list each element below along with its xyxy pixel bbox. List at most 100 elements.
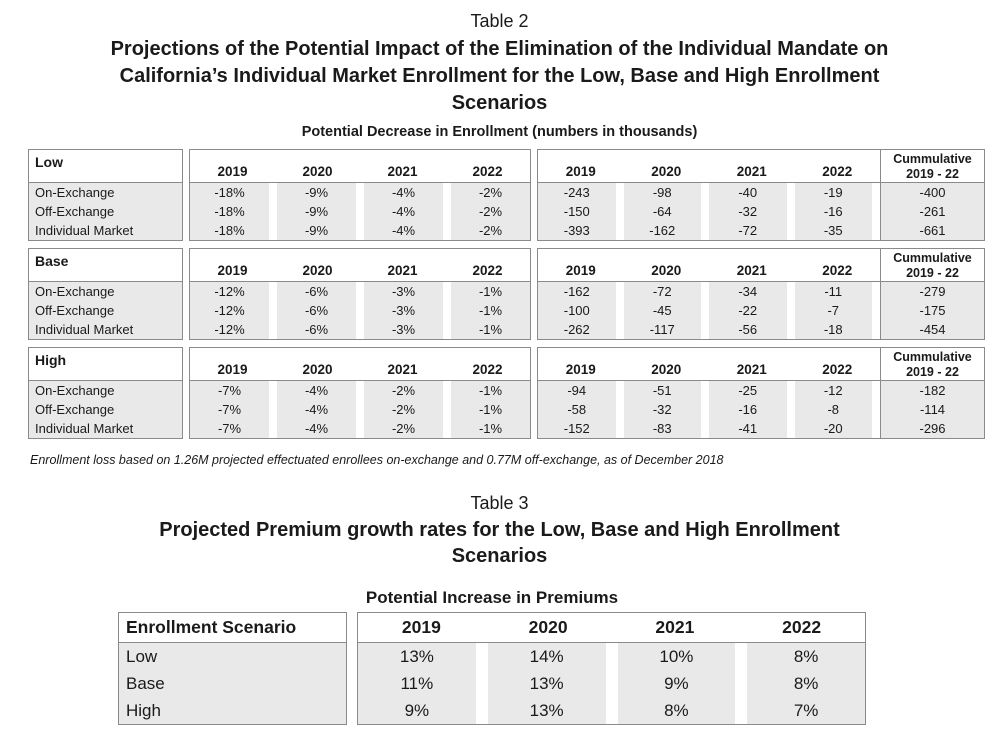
number-cell: -11 (794, 282, 872, 301)
t3-year-headers: 2019 2020 2021 2022 (358, 613, 865, 643)
value-cell: 13% (358, 643, 476, 670)
year-header: 2022 (782, 617, 822, 637)
percent-cell: -18% (190, 221, 269, 240)
scenario-group: High On-Exchange Off-Exchange Individual Ma… (28, 347, 985, 439)
scenario-group: Base On-Exchange Off-Exchange Individual Ma… (28, 248, 985, 340)
scenario-label-box: High On-Exchange Off-Exchange Individual Ma… (28, 347, 183, 439)
table-row: -12% -6% -3% -1% (190, 320, 530, 339)
table-row: -7% -4% -2% -1% (190, 419, 530, 438)
number-cell: -262 (538, 320, 616, 339)
percent-box: 2019 2020 2021 2022 -7% -4% -2% -1% -7% -4% -2% -1%… (189, 347, 531, 439)
number-cell: -152 (538, 419, 616, 438)
percent-cell: -2% (451, 183, 530, 202)
year-header: 2020 (528, 617, 568, 637)
percent-cell: -6% (277, 320, 356, 339)
cumulative-column: Cummulative 2019 - 22 -400 -261 -661 (880, 150, 984, 240)
table-row: -94 -51 -25 -12 (538, 381, 880, 400)
cumulative-cell: -175 (881, 301, 984, 320)
table-row: -262 -117 -56 -18 (538, 320, 880, 339)
table-row: -18% -9% -4% -2% (190, 202, 530, 221)
year-header: 2021 (387, 263, 418, 278)
cumulative-header: Cummulative 2019 - 22 (881, 348, 984, 381)
percent-cell: -3% (364, 320, 443, 339)
table-row: 11% 13% 9% 8% (358, 670, 865, 697)
value-cell: 9% (358, 697, 476, 724)
cumulative-cells: -279 -175 -454 (881, 282, 984, 339)
percent-cell: -18% (190, 202, 269, 221)
number-cell: -56 (709, 320, 787, 339)
row-label: On-Exchange (29, 282, 182, 301)
number-cell: -243 (538, 183, 616, 202)
percent-box: 2019 2020 2021 2022 -18% -9% -4% -2% -18% -9% -4% -… (189, 149, 531, 241)
year-header-row: 2019 2020 2021 2022 (538, 249, 880, 282)
scenario-row-labels: On-Exchange Off-Exchange Individual Market (29, 183, 182, 240)
scenario-label-box: Base On-Exchange Off-Exchange Individual Ma… (28, 248, 183, 340)
t3-row-labels: Low Base High (119, 643, 346, 724)
value-cell: 14% (487, 643, 606, 670)
year-header-row: 2019 2020 2021 2022 (190, 150, 530, 183)
row-label: Individual Market (29, 320, 182, 339)
table3-subtitle: Potential Increase in Premiums (365, 588, 619, 607)
percent-rows: -12% -6% -3% -1% -12% -6% -3% -1% -12% -6% -3% -1% (190, 282, 530, 339)
number-cell: -58 (538, 400, 616, 419)
cumulative-header: Cummulative 2019 - 22 (881, 150, 984, 183)
value-cell: 8% (747, 643, 865, 670)
row-label: On-Exchange (29, 183, 182, 202)
year-header: 2020 (651, 263, 682, 278)
number-cell: -25 (709, 381, 787, 400)
percent-cell: -2% (451, 221, 530, 240)
year-header: 2019 (565, 164, 596, 179)
table-row: -152 -83 -41 -20 (538, 419, 880, 438)
percent-cell: -2% (364, 381, 443, 400)
cumulative-cell: -296 (881, 419, 984, 438)
percent-cell: -4% (277, 400, 356, 419)
number-cell: -41 (709, 419, 787, 438)
table-row: -162 -72 -34 -11 (538, 282, 880, 301)
table3-label: Table 3 (470, 493, 529, 513)
number-cell: -94 (538, 381, 616, 400)
numbers-box: 2019 2020 2021 2022 -243 -98 -40 -19 -150 -64 -32-… (537, 149, 985, 241)
percent-cell: -6% (277, 301, 356, 320)
value-cell: 8% (617, 697, 736, 724)
percent-cell: -2% (364, 400, 443, 419)
number-cell: -34 (709, 282, 787, 301)
percent-cell: -1% (451, 282, 530, 301)
number-cell: -162 (623, 221, 701, 240)
number-cell: -16 (709, 400, 787, 419)
percent-cell: -9% (277, 221, 356, 240)
percent-cell: -6% (277, 282, 356, 301)
year-header: 2019 (565, 263, 596, 278)
number-cell: -12 (794, 381, 872, 400)
year-header: 2021 (655, 617, 695, 637)
year-header: 2019 (217, 263, 248, 278)
cumulative-column: Cummulative 2019 - 22 -279 -175 -454 (880, 249, 984, 339)
t3-value-rows: 13% 14% 10% 8% 11% 13% 9% 8% 9% 13% 8% 7% (358, 643, 865, 724)
year-header: 2022 (472, 164, 503, 179)
row-label: Individual Market (29, 221, 182, 240)
year-header: 2021 (387, 164, 418, 179)
percent-cell: -1% (451, 320, 530, 339)
number-cell: -64 (623, 202, 701, 221)
percent-cell: -1% (451, 419, 530, 438)
cumulative-cell: -261 (881, 202, 984, 221)
number-rows: -94 -51 -25 -12 -58 -32 -16 -8 -152 -83 -41 -20 (538, 381, 880, 438)
year-header: 2021 (736, 362, 767, 377)
year-header: 2020 (302, 362, 333, 377)
cumulative-column: Cummulative 2019 - 22 -182 -114 -296 (880, 348, 984, 438)
year-header: 2020 (651, 362, 682, 377)
table-row: -7% -4% -2% -1% (190, 400, 530, 419)
value-cell: 8% (747, 670, 865, 697)
table2: Low On-Exchange Off-Exchange Individual Mar… (28, 149, 985, 439)
percent-rows: -18% -9% -4% -2% -18% -9% -4% -2% -18% -9% -4% -2% (190, 183, 530, 240)
table3: Enrollment Scenario Low Base High 2019 2020… (118, 612, 866, 725)
percent-cell: -4% (277, 419, 356, 438)
value-cell: 9% (617, 670, 736, 697)
number-cell: -393 (538, 221, 616, 240)
year-header: 2021 (736, 263, 767, 278)
number-cell: -40 (709, 183, 787, 202)
percent-cell: -4% (364, 221, 443, 240)
percent-cell: -4% (364, 202, 443, 221)
cumulative-cell: -661 (881, 221, 984, 240)
number-cell: -98 (623, 183, 701, 202)
row-label: On-Exchange (29, 381, 182, 400)
